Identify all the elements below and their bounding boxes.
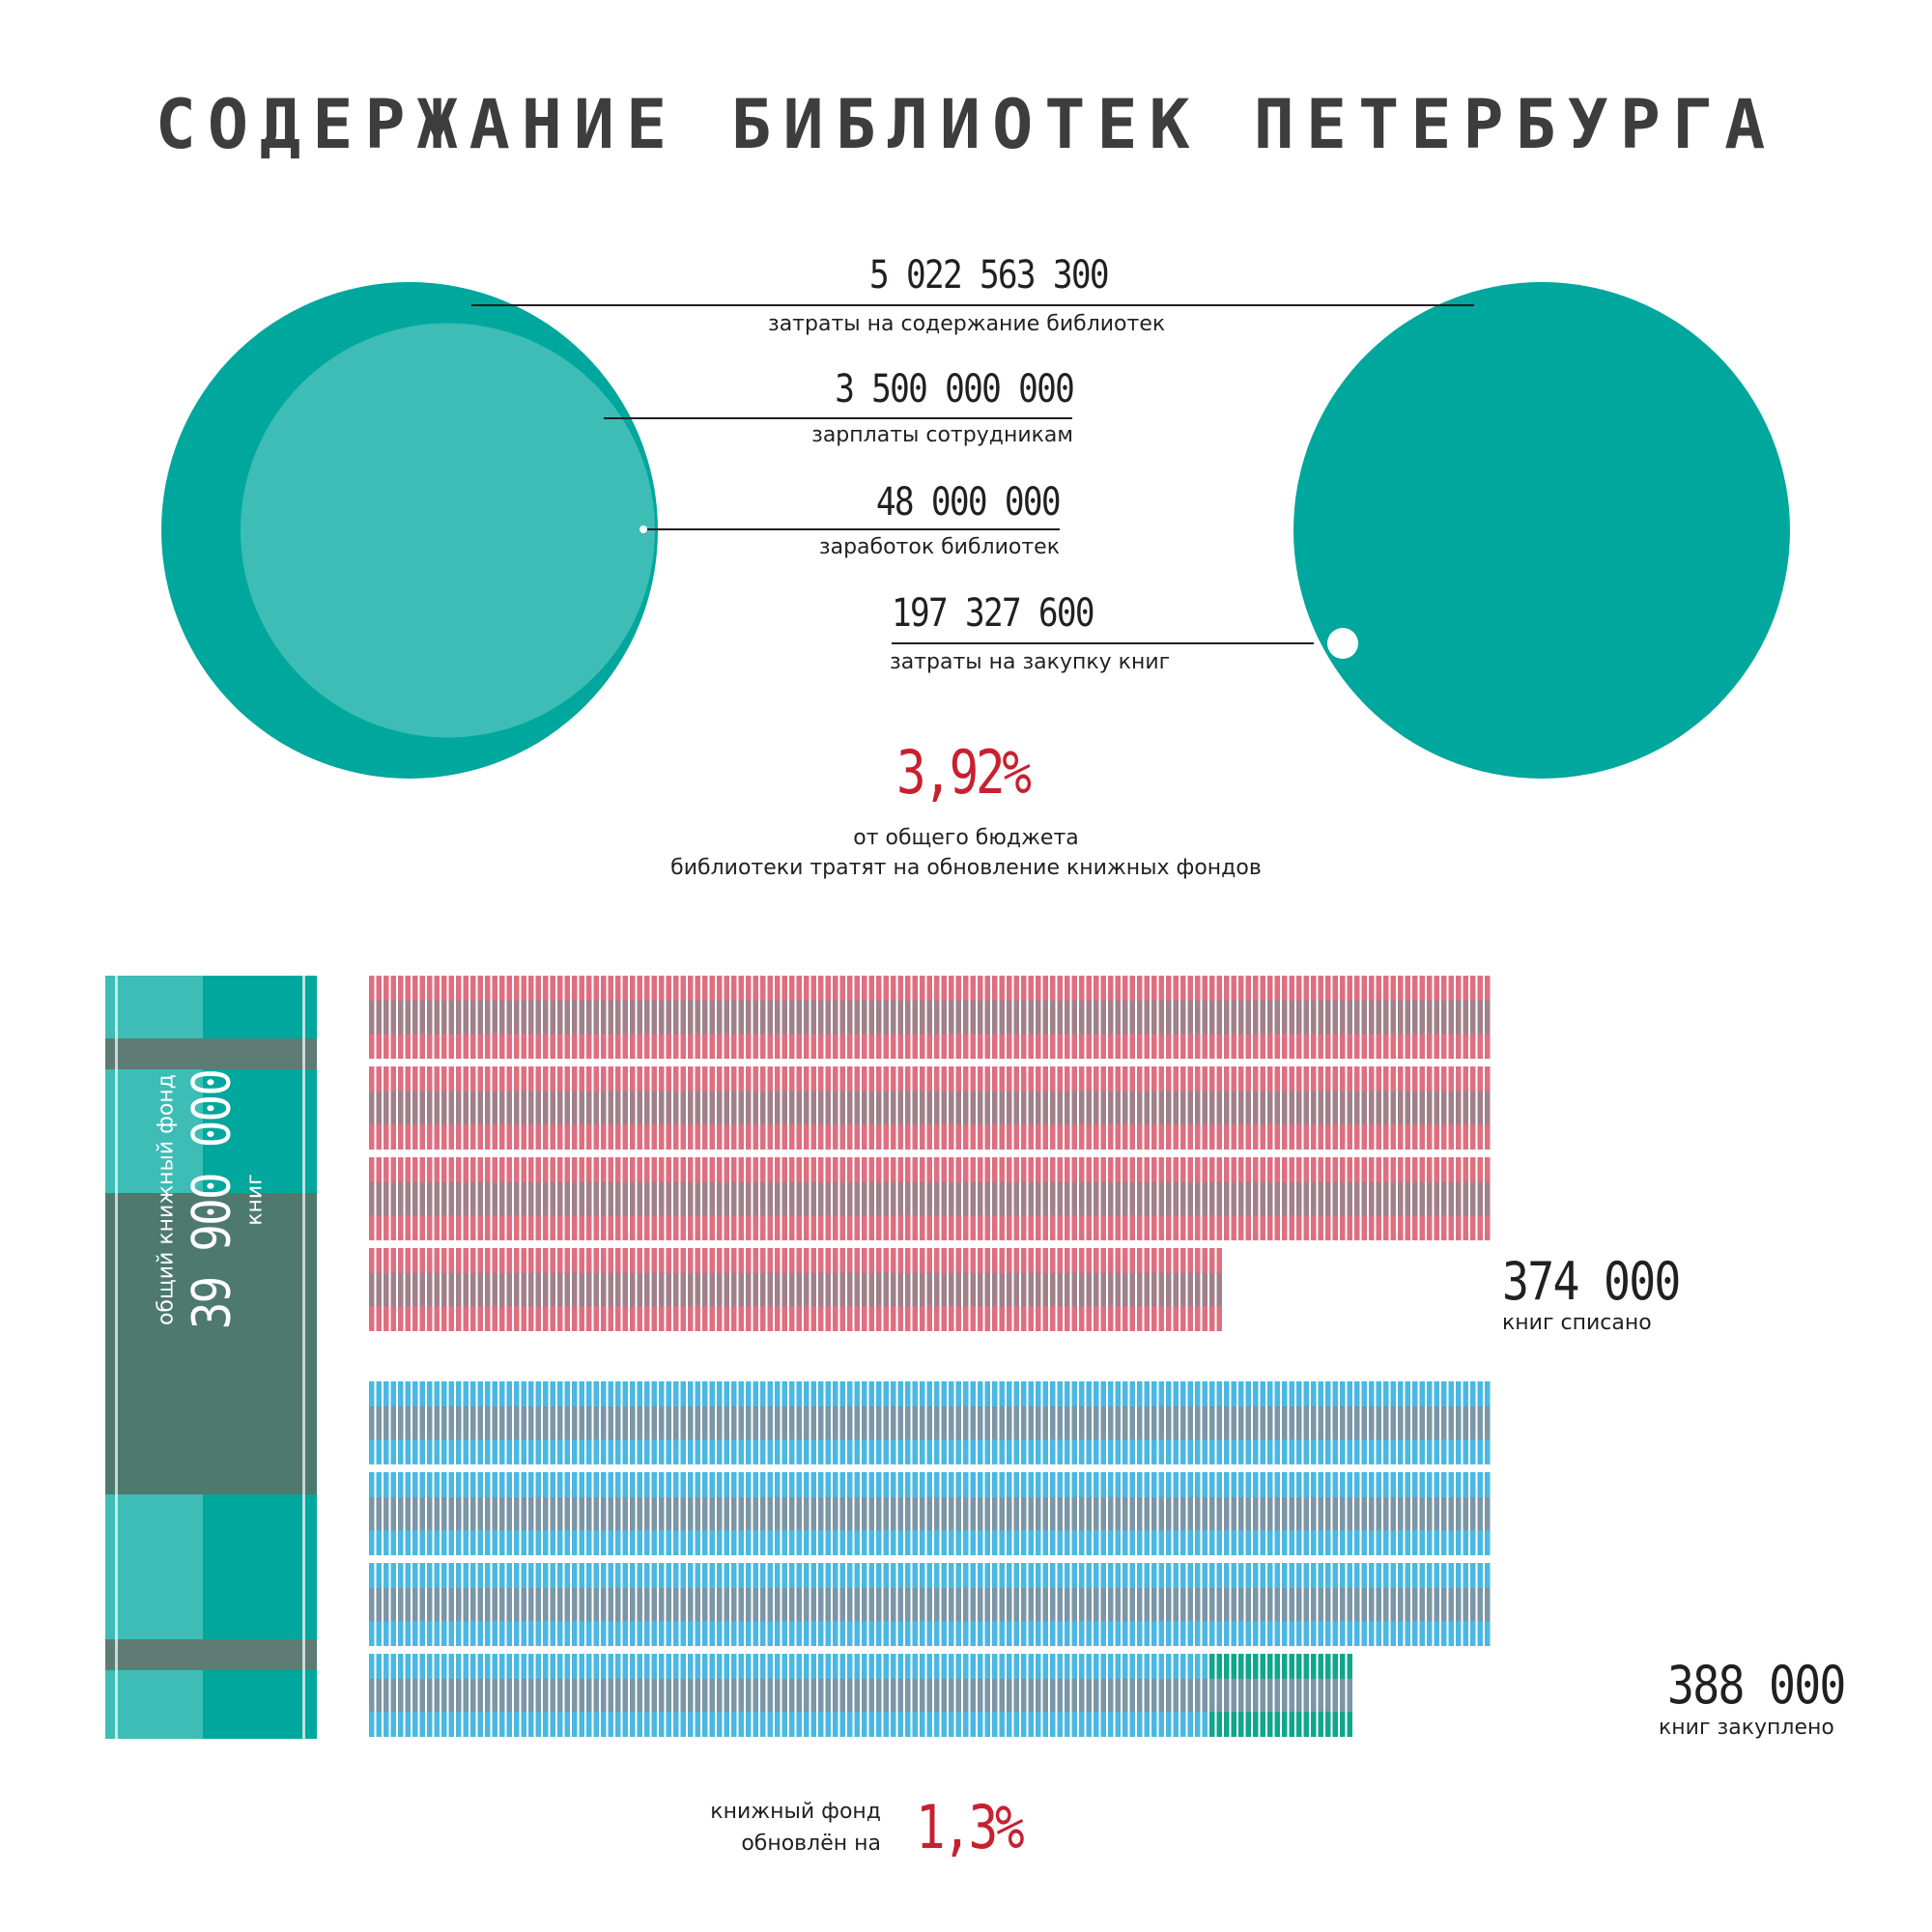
fund-value: 39 900 000 bbox=[181, 1069, 242, 1330]
written-off-row bbox=[369, 1248, 1222, 1331]
renewal-percent: 1,3% bbox=[916, 1792, 1025, 1862]
spine-label-band bbox=[105, 1193, 317, 1494]
purchases-circle bbox=[1327, 628, 1358, 659]
purchased-value: 388 000 bbox=[1667, 1655, 1846, 1716]
budget-share-line1: от общего бюджета bbox=[853, 826, 1079, 850]
spine-line-right bbox=[302, 976, 305, 1739]
budget-circles bbox=[161, 282, 1790, 779]
salaries-value: 3 500 000 000 bbox=[835, 367, 1075, 412]
earnings-circle bbox=[639, 526, 647, 533]
leader-lines bbox=[471, 304, 1474, 644]
page-title: СОДЕРЖАНИЕ БИБЛИОТЕК ПЕТЕРБУРГА bbox=[155, 85, 1777, 164]
purchased-row bbox=[369, 1381, 1491, 1464]
library-costs-circle-right bbox=[1293, 282, 1790, 779]
spine-line-left bbox=[115, 976, 118, 1739]
budget-share-line2: библиотеки тратят на обновление книжных … bbox=[670, 856, 1262, 880]
total-costs-label: затраты на содержание библиотек bbox=[768, 312, 1166, 336]
salaries-circle bbox=[240, 323, 656, 738]
budget-share-percent: 3,92% bbox=[896, 737, 1032, 808]
purchases-label: затраты на закупку книг bbox=[890, 650, 1171, 674]
renewal-line2: обновлён на bbox=[741, 1832, 881, 1856]
fund-book-spine bbox=[105, 976, 317, 1739]
purchased-row bbox=[369, 1472, 1491, 1555]
earnings-label: заработок библиотек bbox=[818, 535, 1060, 559]
spine-band-top bbox=[105, 1038, 317, 1069]
written-off-row bbox=[369, 976, 1491, 1059]
written-off-value: 374 000 bbox=[1502, 1251, 1681, 1312]
written-off-row bbox=[369, 1066, 1491, 1150]
written-off-books-block bbox=[369, 976, 1491, 1331]
renewal-line1: книжный фонд bbox=[710, 1800, 881, 1824]
fund-unit: книг bbox=[242, 1174, 268, 1226]
purchases-value: 197 327 600 bbox=[892, 591, 1095, 636]
purchased-row bbox=[369, 1563, 1491, 1646]
fund-label: общий книжный фонд bbox=[154, 1073, 179, 1326]
salaries-label: зарплаты сотрудникам bbox=[811, 423, 1073, 447]
earnings-value: 48 000 000 bbox=[876, 480, 1062, 525]
purchased-label: книг закуплено bbox=[1659, 1716, 1834, 1740]
total-costs-value: 5 022 563 300 bbox=[869, 253, 1110, 298]
purchased-row bbox=[369, 1654, 1352, 1737]
spine-band-bottom bbox=[105, 1639, 317, 1670]
purchased-books-block bbox=[369, 1381, 1491, 1737]
written-off-row bbox=[369, 1157, 1491, 1240]
written-off-label: книг списано bbox=[1502, 1311, 1652, 1335]
